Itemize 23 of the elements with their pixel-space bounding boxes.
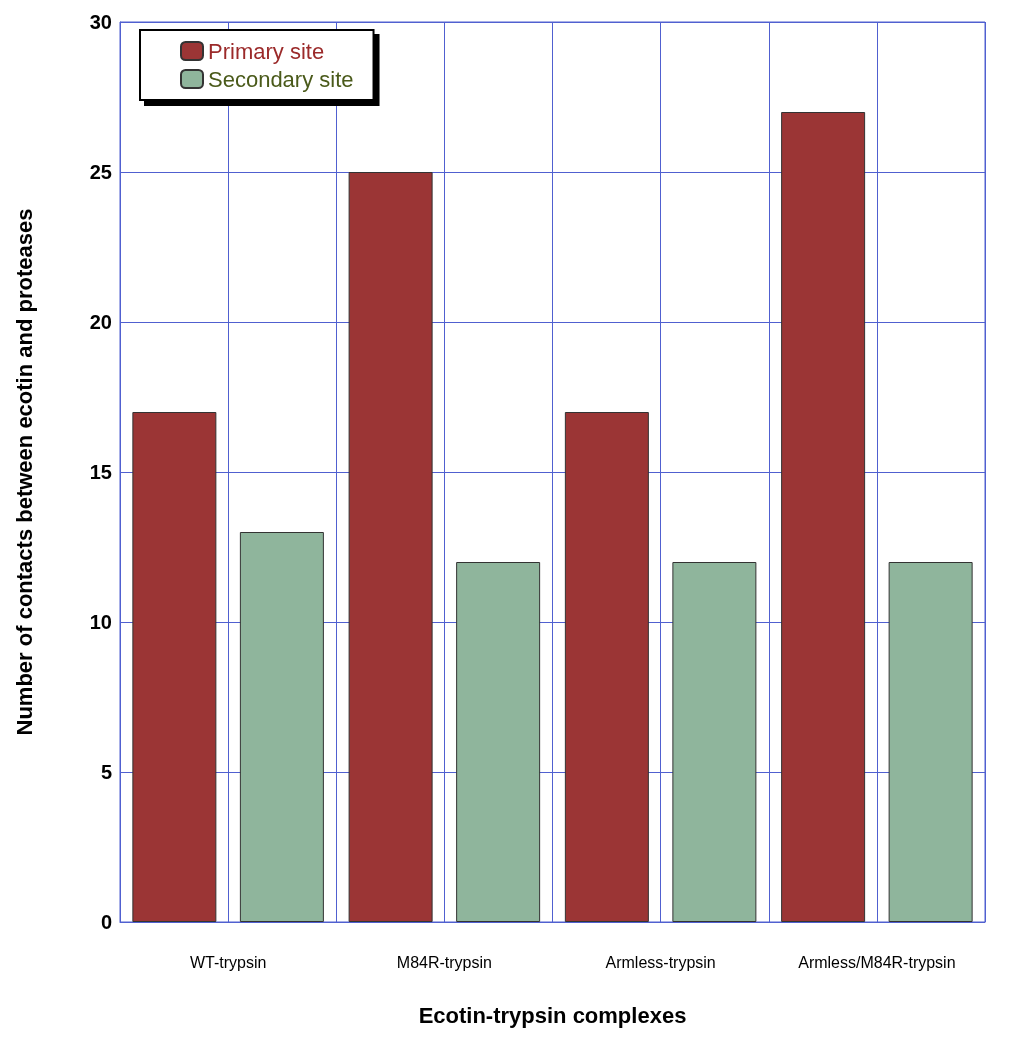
bar <box>564 412 649 922</box>
legend-label: Secondary site <box>208 66 354 92</box>
legend-label: Primary site <box>208 38 325 64</box>
x-tick-label: WT-trypsin <box>189 953 267 971</box>
y-tick-label: 20 <box>89 311 112 333</box>
bar <box>132 412 217 922</box>
y-tick-label: 0 <box>100 911 112 933</box>
bar <box>888 562 973 922</box>
bar <box>672 562 757 922</box>
bar <box>239 532 324 922</box>
x-tick-label: Armless-trypsin <box>605 953 716 971</box>
bar <box>781 112 866 922</box>
bar <box>348 172 433 922</box>
y-tick-label: 5 <box>100 761 112 783</box>
y-axis-title: Number of contacts between ecotin and proteases <box>11 208 37 736</box>
x-tick-label: Armless/M84R-trypsin <box>798 953 956 971</box>
y-tick-label: 10 <box>89 611 112 633</box>
x-tick-label: M84R-trypsin <box>396 953 492 971</box>
bar <box>456 562 541 922</box>
y-tick-label: 15 <box>89 461 112 483</box>
y-tick-label: 30 <box>89 11 112 33</box>
x-axis-title: Ecotin-trypsin complexes <box>418 1002 687 1028</box>
y-tick-label: 25 <box>89 161 112 183</box>
